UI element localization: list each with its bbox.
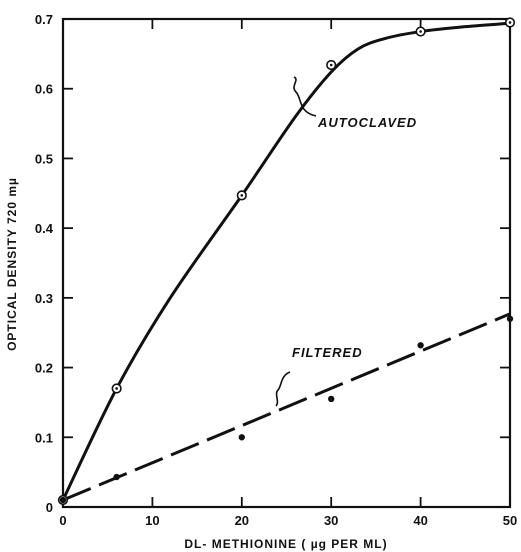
x-tick-label: 40 <box>413 513 427 528</box>
y-tick-label: 0.7 <box>35 12 53 27</box>
data-point-filtered <box>417 342 424 349</box>
data-point-filtered <box>328 395 335 403</box>
series-line-filtered <box>62 312 511 502</box>
y-tick-label: 0.3 <box>35 291 53 306</box>
x-tick-label: 30 <box>324 513 338 528</box>
data-point-filtered <box>506 315 514 322</box>
data-point-center <box>419 30 422 33</box>
series-pointer-autoclaved <box>293 76 317 117</box>
axis-ticks <box>62 18 511 508</box>
data-point-center <box>508 21 512 24</box>
x-tick-label: 10 <box>145 513 159 528</box>
data-point-center <box>329 63 333 67</box>
series-markers <box>57 17 516 506</box>
series-label-autoclaved: AUTOCLAVED <box>317 115 417 130</box>
y-tick-label: 0.5 <box>35 151 53 166</box>
x-axis-title: DL- METHIONINE ( µg PER ML) <box>184 537 387 551</box>
x-tick-label: 20 <box>235 513 249 528</box>
y-tick-labels: 0 0.1 0.2 0.3 0.4 0.5 0.6 0.7 <box>35 12 54 515</box>
data-point-center <box>115 387 118 390</box>
data-point-center <box>240 194 244 197</box>
x-tick-label: 0 <box>59 513 66 528</box>
x-tick-label: 50 <box>503 513 517 528</box>
data-point-filtered <box>238 434 245 441</box>
y-tick-label: 0 <box>46 500 53 515</box>
y-tick-label: 0.1 <box>35 430 53 445</box>
plot-frame <box>61 17 512 509</box>
series-label-filtered: FILTERED <box>292 345 363 360</box>
y-tick-label: 0.2 <box>35 361 53 376</box>
data-point-filtered <box>59 496 67 504</box>
x-tick-labels: 0 10 20 30 40 50 <box>59 513 517 528</box>
series-pointer-filtered <box>275 371 291 407</box>
y-tick-label: 0.4 <box>35 221 54 236</box>
y-tick-label: 0.6 <box>35 82 53 97</box>
y-axis-title: OPTICAL DENSITY 720 mµ <box>5 177 19 351</box>
series-line-autoclaved <box>61 21 511 501</box>
data-point-filtered <box>113 473 120 481</box>
series-curves <box>61 21 511 502</box>
